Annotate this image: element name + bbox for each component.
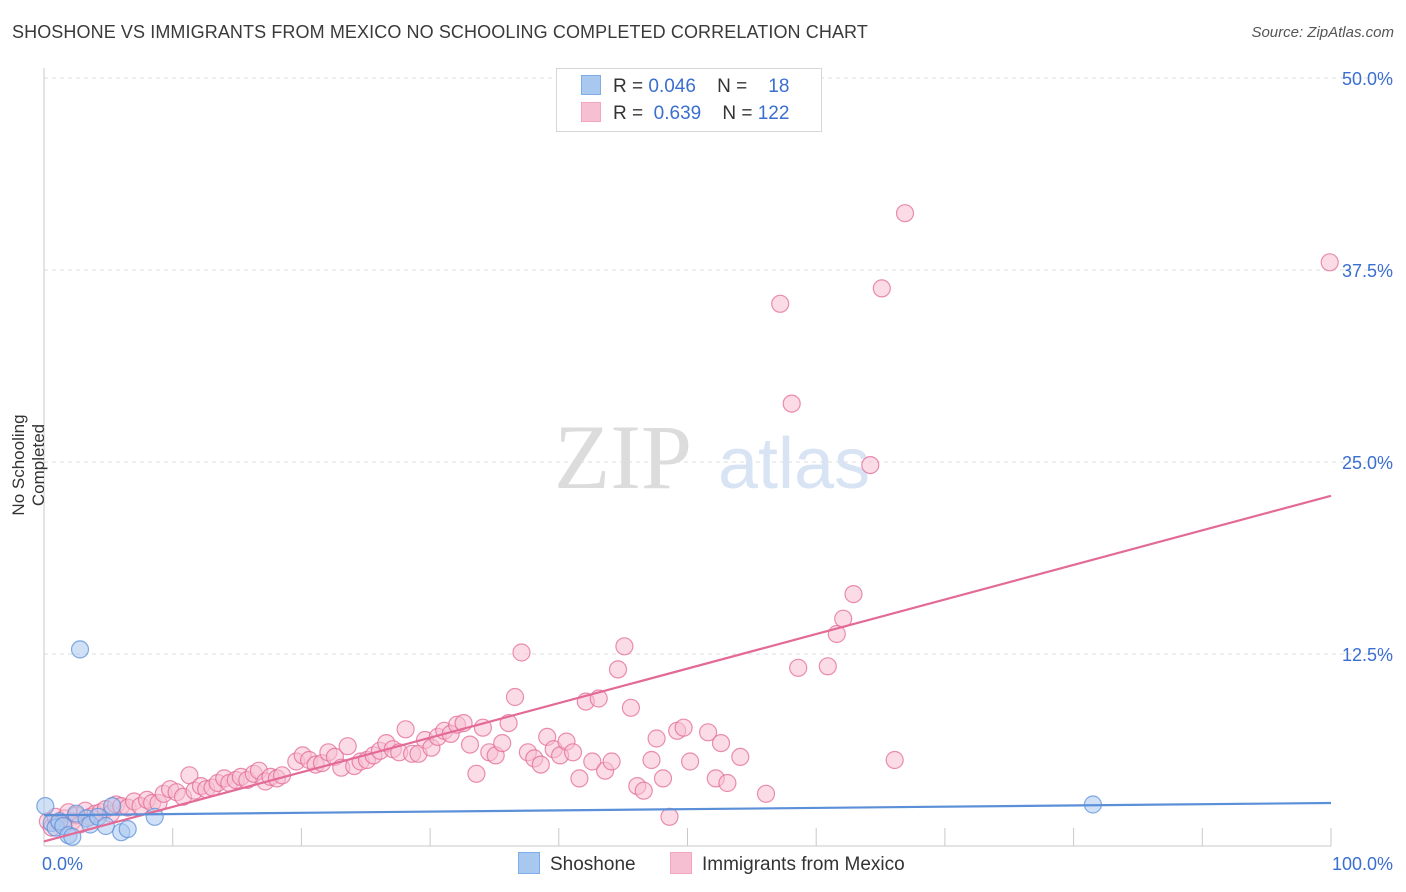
grid-lines [44, 77, 1394, 655]
y-tick-label: 12.5% [1342, 645, 1393, 665]
legend-n-value: 18 [768, 76, 790, 97]
shoshone-point [70, 640, 90, 659]
mexico-point [698, 723, 718, 742]
legend-row-shoshone: R = 0.046 N = 18 [581, 75, 789, 99]
mexico-point [338, 737, 357, 756]
mexico-point [512, 643, 531, 662]
mexico-point [885, 750, 904, 770]
mexico-point [782, 394, 801, 413]
mexico-point [602, 752, 621, 771]
y-tick-label: 25.0% [1342, 453, 1393, 473]
mexico-point [895, 204, 915, 223]
mexico-point [396, 720, 415, 739]
legend-r-label: R = [613, 103, 644, 124]
chart-title: SHOSHONE VS IMMIGRANTS FROM MEXICO NO SC… [12, 22, 868, 42]
watermark: ZIP atlas [554, 406, 870, 508]
mexico-point [731, 747, 750, 767]
shoshone-trend-line [43, 801, 1332, 817]
legend-label-shoshone: Shoshone [550, 854, 636, 875]
x-tick-label-max: 100.0% [1332, 854, 1393, 874]
mexico-point [608, 660, 628, 679]
mexico-point [531, 755, 550, 774]
legend-swatch-mexico [670, 852, 692, 874]
mexico-point [660, 807, 679, 826]
shoshone-point [36, 796, 55, 816]
mexico-point [563, 743, 583, 762]
series-layer [36, 204, 1339, 846]
mexico-point [460, 735, 480, 754]
y-tick-label: 50.0% [1342, 69, 1393, 89]
x-tick-label-min: 0.0% [42, 854, 83, 874]
mexico-point [615, 637, 634, 656]
mexico-point [789, 658, 808, 677]
watermark-zip: ZIP [554, 406, 692, 508]
shoshone-point [118, 819, 137, 839]
legend-item-mexico[interactable]: Immigrants from Mexico [670, 852, 905, 876]
series-mexico [38, 204, 1339, 837]
legend-label-mexico: Immigrants from Mexico [702, 854, 905, 875]
mexico-point [771, 294, 790, 313]
mexico-point [680, 752, 700, 771]
correlation-legend: R = 0.046 N = 18 R = 0.639 N = 122 [556, 68, 822, 132]
mexico-trend-line [43, 494, 1332, 843]
shoshone-point [103, 796, 122, 816]
legend-r-value: 0.046 [648, 76, 696, 97]
mexico-point [634, 781, 653, 800]
y-tick-label: 37.5% [1342, 261, 1393, 281]
mexico-point [711, 733, 731, 753]
watermark-atlas: atlas [718, 424, 870, 504]
legend-item-shoshone[interactable]: Shoshone [518, 852, 636, 876]
legend-swatch-shoshone [518, 852, 540, 874]
mexico-point [1320, 253, 1339, 272]
mexico-point [653, 769, 673, 788]
mexico-point [505, 687, 525, 707]
mexico-point [621, 698, 641, 717]
shoshone-point [63, 827, 82, 846]
x-tick-labels: 0.0% 100.0% [42, 854, 1393, 874]
legend-n-label: N = [722, 103, 753, 124]
legend-swatch-mexico [581, 102, 601, 122]
mexico-point [647, 729, 666, 748]
mexico-point [467, 764, 486, 783]
mexico-point [674, 718, 693, 737]
y-axis-label: No Schooling Completed [9, 414, 48, 516]
mexico-point [583, 752, 602, 771]
mexico-point [642, 750, 661, 770]
y-tick-labels: 12.5% 25.0% 37.5% 50.0% [1342, 69, 1393, 665]
series-legend: Shoshone Immigrants from Mexico [0, 852, 1406, 878]
legend-row-mexico: R = 0.639 N = 122 [581, 102, 789, 126]
legend-n-label: N = [717, 76, 748, 97]
mexico-point [844, 584, 863, 604]
mexico-point [718, 773, 737, 793]
mexico-point [493, 733, 512, 753]
mexico-point [570, 769, 589, 788]
mexico-point [756, 784, 776, 803]
legend-swatch-shoshone [581, 75, 601, 95]
mexico-point [861, 456, 880, 475]
trend-layer [43, 494, 1332, 843]
legend-n-value: 122 [757, 103, 790, 124]
legend-r-value: 0.639 [653, 103, 702, 124]
legend-r-label: R = [613, 76, 644, 97]
mexico-point [818, 657, 837, 676]
source-credit: Source: ZipAtlas.com [1251, 24, 1394, 41]
mexico-point [872, 279, 891, 298]
x-ticks [43, 828, 1332, 846]
